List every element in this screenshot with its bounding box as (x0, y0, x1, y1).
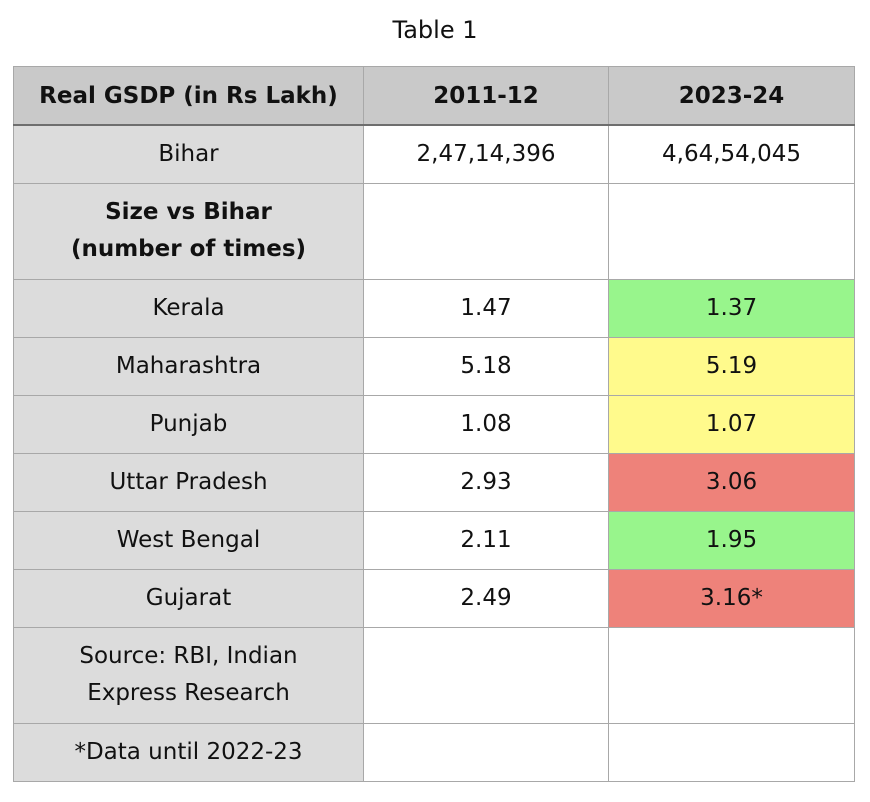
value-2023-24 (608, 182, 855, 280)
value-2023-24 (608, 626, 855, 724)
table-row: Maharashtra 5.18 5.19 (13, 336, 855, 396)
gsdp-table: Real GSDP (in Rs Lakh) 2011-12 2023-24 B… (13, 66, 855, 782)
value-2023-24: 5.19 (608, 336, 855, 396)
value-2023-24: 1.07 (608, 394, 855, 454)
table-row: Gujarat 2.49 3.16* (13, 568, 855, 628)
value-2023-24: 4,64,54,045 (608, 124, 855, 184)
row-label: Maharashtra (13, 336, 364, 396)
value-2023-24: 3.06 (608, 452, 855, 512)
row-label: Bihar (13, 124, 364, 184)
table-row: Size vs Bihar (number of times) (13, 182, 855, 280)
value-2011-12: 5.18 (363, 336, 609, 396)
value-2023-24: 1.95 (608, 510, 855, 570)
row-label: Gujarat (13, 568, 364, 628)
table-row: *Data until 2022-23 (13, 722, 855, 782)
value-2023-24 (608, 722, 855, 782)
table-title: Table 1 (392, 16, 478, 44)
value-2011-12 (363, 626, 609, 724)
table-row: Uttar Pradesh 2.93 3.06 (13, 452, 855, 512)
row-label: Kerala (13, 278, 364, 338)
row-label: Uttar Pradesh (13, 452, 364, 512)
value-2011-12 (363, 182, 609, 280)
value-2011-12: 2,47,14,396 (363, 124, 609, 184)
table-row: Bihar 2,47,14,396 4,64,54,045 (13, 124, 855, 184)
value-2011-12: 1.47 (363, 278, 609, 338)
value-2023-24: 3.16* (608, 568, 855, 628)
value-2023-24: 1.37 (608, 278, 855, 338)
header-label: Real GSDP (in Rs Lakh) (13, 66, 364, 126)
value-2011-12 (363, 722, 609, 782)
row-label: *Data until 2022-23 (13, 722, 364, 782)
row-label: West Bengal (13, 510, 364, 570)
row-label: Source: RBI, Indian Express Research (13, 626, 364, 724)
value-2011-12: 2.49 (363, 568, 609, 628)
header-2023-24: 2023-24 (608, 66, 855, 126)
value-2011-12: 2.93 (363, 452, 609, 512)
header-row: Real GSDP (in Rs Lakh) 2011-12 2023-24 (13, 66, 855, 126)
row-label: Punjab (13, 394, 364, 454)
table-row: Punjab 1.08 1.07 (13, 394, 855, 454)
table-row: Source: RBI, Indian Express Research (13, 626, 855, 724)
table-row: Kerala 1.47 1.37 (13, 278, 855, 338)
header-2011-12: 2011-12 (363, 66, 609, 126)
table-row: West Bengal 2.11 1.95 (13, 510, 855, 570)
value-2011-12: 2.11 (363, 510, 609, 570)
row-label: Size vs Bihar (number of times) (13, 182, 364, 280)
value-2011-12: 1.08 (363, 394, 609, 454)
